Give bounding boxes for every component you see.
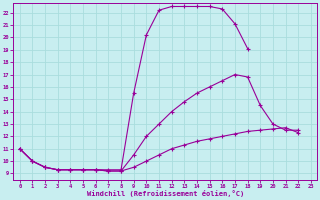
X-axis label: Windchill (Refroidissement éolien,°C): Windchill (Refroidissement éolien,°C) — [87, 190, 244, 197]
